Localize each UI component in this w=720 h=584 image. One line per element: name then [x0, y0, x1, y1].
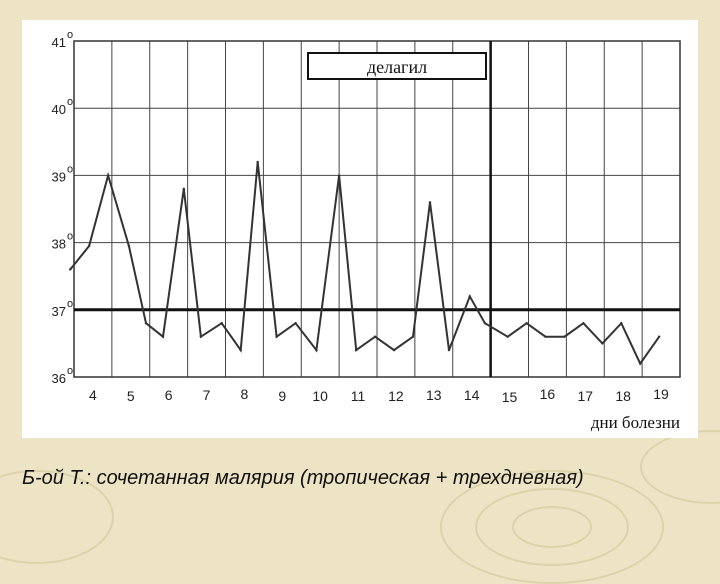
- temperature-point: [483, 322, 487, 325]
- temperature-point: [294, 322, 297, 325]
- temperature-point: [428, 201, 432, 204]
- temperature-point: [392, 348, 396, 352]
- y-tick-degree: о: [67, 298, 73, 310]
- y-tick-degree: о: [67, 29, 73, 41]
- x-tick-label: 10: [312, 388, 328, 404]
- temperature-point: [161, 335, 165, 338]
- x-tick-label: 16: [540, 386, 556, 402]
- x-tick-label: 13: [426, 387, 442, 403]
- y-tick-label: 38: [52, 237, 66, 252]
- temperature-point: [411, 335, 415, 338]
- slide: { "caption": "Б-ой Т.: сочетанная маляри…: [0, 20, 720, 584]
- temperature-point: [256, 160, 259, 164]
- x-tick-label: 17: [578, 388, 594, 404]
- x-tick-label: 6: [165, 387, 173, 403]
- y-tick-degree: о: [67, 96, 73, 108]
- y-tick-degree: о: [67, 231, 73, 243]
- y-tick-degree: о: [67, 163, 73, 175]
- temperature-point: [468, 295, 471, 298]
- temperature-point: [127, 244, 131, 248]
- temperature-point: [544, 335, 547, 338]
- y-tick-degree: о: [67, 365, 73, 377]
- drug-label-box: [307, 52, 487, 80]
- temperature-point: [447, 348, 451, 352]
- temperature-point: [525, 322, 528, 325]
- temperature-series-line: [69, 161, 661, 366]
- markers: [74, 41, 680, 377]
- temperature-point: [373, 335, 377, 338]
- x-tick-label: 18: [615, 388, 631, 404]
- x-tick-label: 12: [388, 388, 404, 404]
- y-tick-label: 40: [52, 102, 66, 117]
- x-tick-label: 19: [653, 386, 669, 402]
- temperature-point: [620, 322, 623, 325]
- x-axis-label: дни болезни: [591, 413, 680, 432]
- temperature-point: [582, 322, 585, 325]
- plot-frame: [73, 40, 681, 378]
- x-tick-label: 11: [351, 388, 366, 404]
- y-tick-label: 39: [52, 169, 66, 184]
- x-tick-label: 5: [127, 388, 135, 404]
- temperature-point: [87, 244, 91, 248]
- caption: Б-ой Т.: сочетанная малярия (тропическая…: [22, 467, 584, 489]
- temperature-point: [144, 322, 148, 325]
- temperature-point: [199, 335, 203, 338]
- x-tick-label: 14: [464, 387, 480, 403]
- temperature-point: [337, 174, 341, 177]
- x-tick-label: 7: [203, 387, 211, 403]
- y-tick-label: 37: [52, 304, 66, 319]
- temperature-point: [563, 335, 566, 338]
- labels: 36 о37 о38 о39 о40 о41 о4 5 6 7 8 9 10 11 12 13 14 15 16 17…: [52, 29, 670, 405]
- y-tick-label: 36: [52, 371, 66, 386]
- axes: [73, 40, 681, 378]
- x-tick-label: 15: [502, 389, 518, 405]
- series-layer: [69, 160, 661, 366]
- temperature-point: [239, 348, 242, 352]
- x-tick-label: 8: [241, 386, 249, 402]
- temperature-point: [69, 268, 72, 271]
- temperature-point: [601, 342, 604, 345]
- temperature-point: [639, 362, 642, 365]
- temperature-point: [354, 348, 358, 352]
- temperature-point: [106, 174, 110, 177]
- temperature-point: [220, 322, 223, 325]
- x-tick-label: 4: [89, 387, 97, 403]
- temperature-point: [275, 335, 278, 338]
- temperature-chart: 36 о37 о38 о39 о40 о41 о4 5 6 7 8 9 10 11 12 13 14 15 16 17…: [52, 29, 681, 432]
- temperature-point: [506, 335, 509, 338]
- chart-panel: 36 о 37 о 38 о 39 о 40 о 41 о 4 5 6 7 8 9 10 11 12 13 14 15 16 17…: [22, 20, 698, 438]
- y-tick-label: 41: [52, 35, 66, 50]
- drug-label: делагил: [367, 57, 427, 77]
- temperature-point: [182, 187, 186, 191]
- temperature-point: [657, 335, 661, 338]
- temperature-point: [315, 348, 318, 352]
- x-tick-label: 9: [278, 388, 286, 404]
